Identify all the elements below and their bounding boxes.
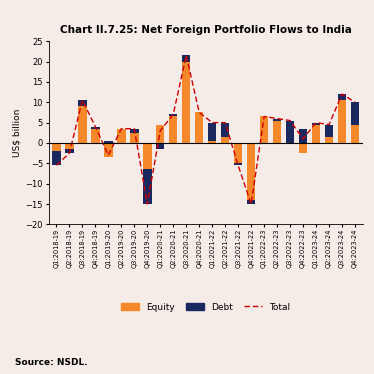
Bar <box>78 100 87 106</box>
Y-axis label: US$ billion: US$ billion <box>12 108 21 157</box>
Bar <box>65 143 74 149</box>
Bar <box>286 120 294 143</box>
Bar <box>169 116 178 143</box>
Bar <box>299 129 307 143</box>
Bar <box>130 129 138 133</box>
Bar <box>195 113 203 143</box>
Bar <box>143 143 151 169</box>
Bar <box>78 106 87 143</box>
Bar <box>156 143 165 149</box>
Bar <box>208 123 217 141</box>
Text: Source: NSDL.: Source: NSDL. <box>15 358 88 367</box>
Bar <box>247 143 255 200</box>
Bar <box>247 200 255 204</box>
Bar <box>234 163 242 165</box>
Bar <box>221 137 229 143</box>
Bar <box>325 137 333 143</box>
Bar <box>325 125 333 137</box>
Bar <box>104 141 113 143</box>
Bar <box>208 141 217 143</box>
Bar <box>182 55 190 61</box>
Bar <box>65 149 74 153</box>
Bar <box>91 127 99 129</box>
Bar <box>156 125 165 143</box>
Bar <box>104 143 113 157</box>
Bar <box>338 100 346 143</box>
Bar <box>299 143 307 153</box>
Bar <box>273 119 281 120</box>
Bar <box>130 133 138 143</box>
Bar <box>182 61 190 143</box>
Bar <box>260 116 268 143</box>
Bar <box>169 114 178 116</box>
Bar <box>312 125 320 143</box>
Bar <box>221 123 229 137</box>
Bar <box>234 143 242 163</box>
Bar <box>117 129 126 143</box>
Bar <box>52 151 61 165</box>
Bar <box>338 94 346 100</box>
Title: Chart II.7.25: Net Foreign Portfolio Flows to India: Chart II.7.25: Net Foreign Portfolio Flo… <box>60 25 352 35</box>
Legend: Equity, Debt, Total: Equity, Debt, Total <box>117 299 294 315</box>
Bar <box>351 102 359 125</box>
Bar <box>273 120 281 143</box>
Bar <box>312 123 320 125</box>
Bar <box>351 125 359 143</box>
Bar <box>143 169 151 204</box>
Bar <box>91 129 99 143</box>
Bar <box>52 143 61 151</box>
